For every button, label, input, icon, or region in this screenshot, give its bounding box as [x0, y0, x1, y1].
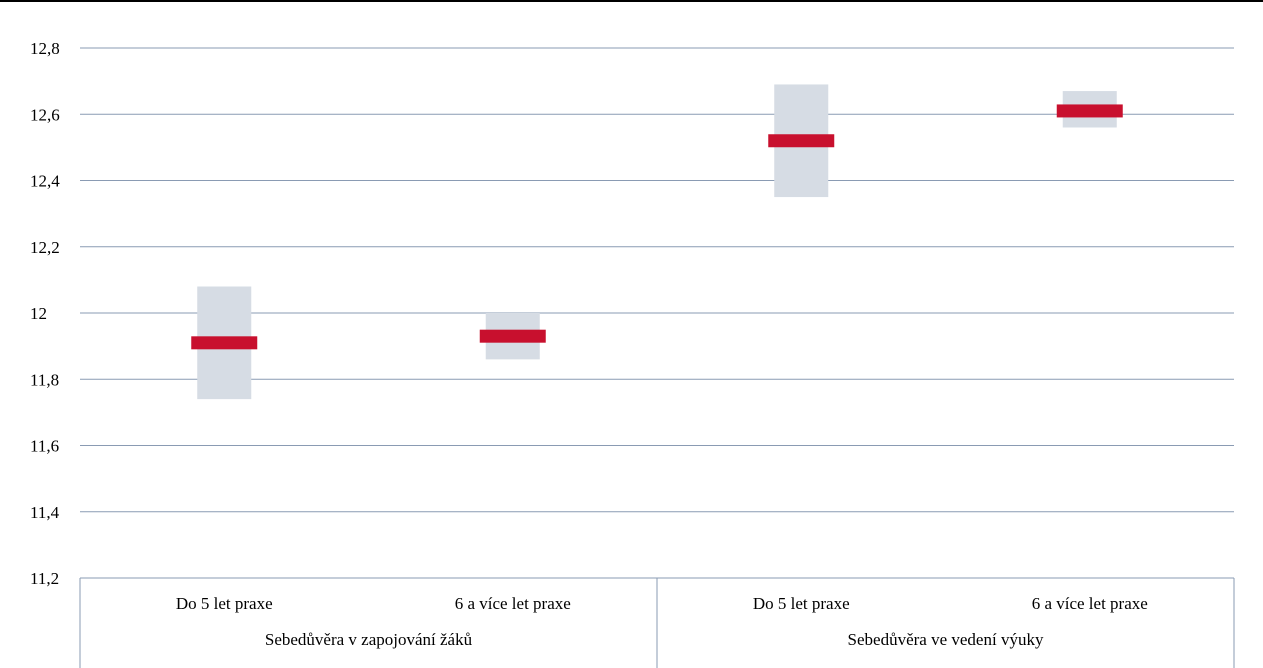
- y-axis: 11,2 11,4 11,6 11,8 12 12,2 12,4 12,6 12,8: [30, 39, 60, 588]
- y-tick-label: 12,2: [30, 238, 60, 257]
- y-tick-label: 11,2: [30, 569, 59, 588]
- category-label: 6 a více let praxe: [455, 594, 571, 613]
- y-tick-label: 12,4: [30, 172, 60, 191]
- y-tick-label: 12: [30, 304, 47, 323]
- group-label: Sebedůvěra ve vedení výuky: [848, 630, 1044, 649]
- category-label: Do 5 let praxe: [176, 594, 273, 613]
- category-label: Do 5 let praxe: [753, 594, 850, 613]
- y-tick-label: 11,8: [30, 370, 59, 389]
- top-rule: [0, 0, 1263, 2]
- mean-markers: [191, 104, 1123, 350]
- mean-marker: [768, 134, 835, 148]
- y-tick-label: 12,8: [30, 39, 60, 58]
- y-tick-label: 11,6: [30, 437, 59, 456]
- x-axis: Do 5 let praxe 6 a více let praxe Do 5 let…: [79, 577, 1235, 668]
- mean-marker: [191, 336, 258, 350]
- range-bars: [197, 84, 1117, 400]
- y-tick-label: 12,6: [30, 105, 60, 124]
- category-label: 6 a více let praxe: [1032, 594, 1148, 613]
- mean-marker: [479, 329, 546, 343]
- gridlines: [80, 47, 1234, 513]
- group-label: Sebedůvěra v zapojování žáků: [265, 630, 473, 649]
- mean-marker: [1056, 104, 1123, 118]
- y-tick-label: 11,4: [30, 503, 60, 522]
